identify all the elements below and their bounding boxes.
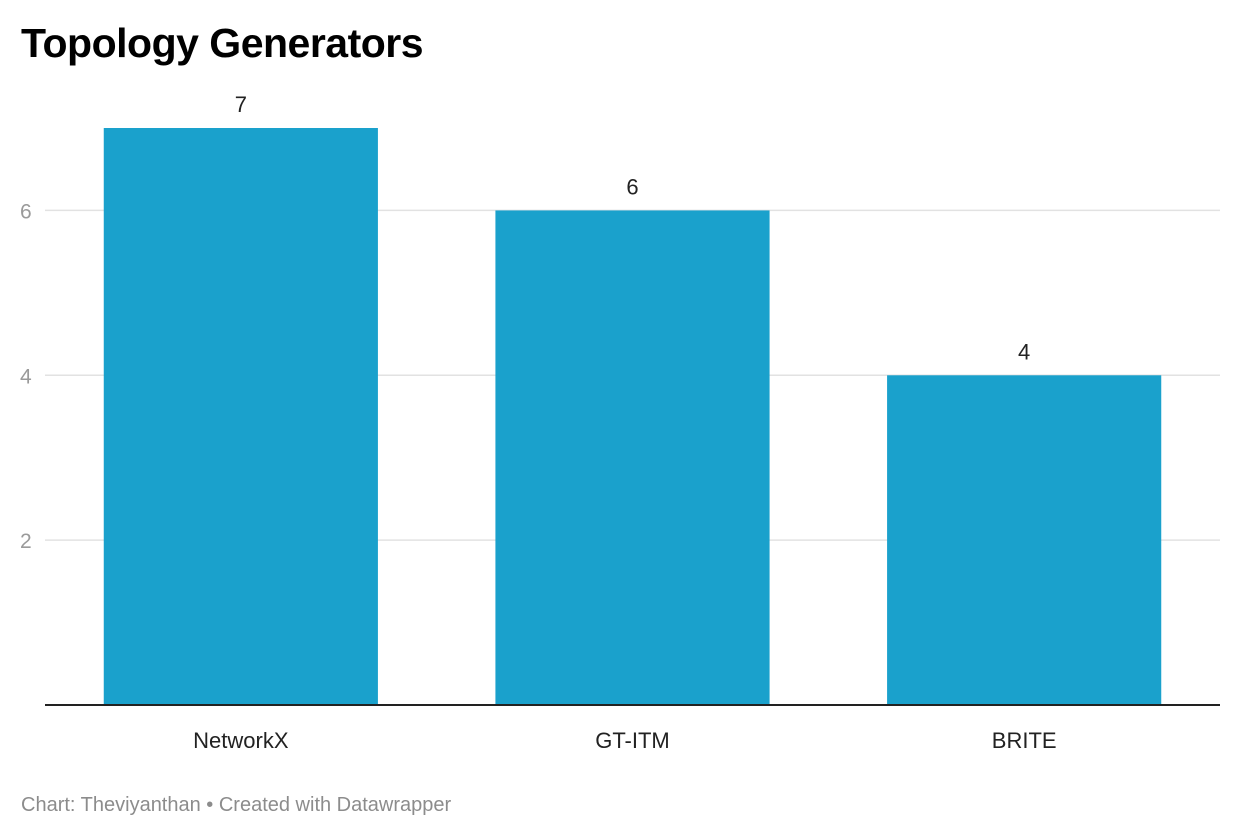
value-labels: 7 6 4 (235, 92, 1031, 364)
bar-networkx (103, 128, 378, 705)
bar-gt-itm (495, 210, 770, 705)
y-tick-label: 6 (20, 200, 32, 223)
bar-value-label: 4 (1018, 339, 1030, 364)
x-tick-label: GT-ITM (595, 728, 670, 753)
bar-chart: 2 4 6 7 6 4 NetworkX GT-ITM BRITE (20, 92, 1220, 753)
y-axis-ticks: 2 4 6 (20, 200, 32, 553)
bar-value-label: 6 (626, 174, 638, 199)
y-tick-label: 2 (20, 530, 32, 553)
chart-credit: Chart: Theviyanthan • Created with Dataw… (21, 794, 452, 816)
bars (103, 128, 1162, 705)
bar-value-label: 7 (235, 92, 247, 117)
x-tick-label: NetworkX (193, 728, 289, 753)
bar-brite (887, 375, 1162, 705)
chart-title: Topology Generators (21, 20, 424, 66)
x-tick-label: BRITE (992, 728, 1057, 753)
x-axis-ticks: NetworkX GT-ITM BRITE (193, 728, 1056, 753)
y-tick-label: 4 (20, 365, 32, 388)
